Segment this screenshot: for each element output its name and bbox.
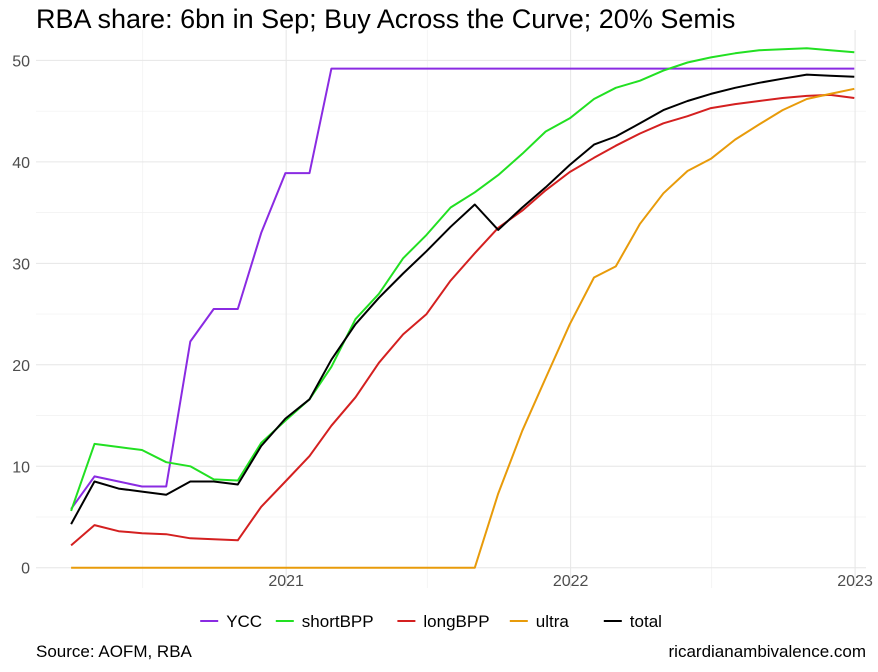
legend-label-ultra: ultra [536, 612, 570, 631]
y-axis: 0 10 20 30 40 50 [12, 53, 30, 577]
y-tick-label: 30 [12, 256, 30, 273]
y-tick-label: 0 [21, 561, 30, 578]
series-lines [70, 47, 855, 569]
y-tick-label: 20 [12, 358, 30, 375]
x-axis: 2021 2022 2023 [268, 573, 873, 590]
x-tick-label: 2022 [553, 573, 589, 590]
x-tick-label: 2023 [837, 573, 873, 590]
legend-label-shortBPP: shortBPP [302, 612, 374, 631]
y-tick-label: 40 [12, 155, 30, 172]
grid-lines [36, 30, 866, 588]
attribution-caption: ricardianambivalence.com [668, 642, 866, 661]
legend: YCC shortBPP longBPP ultra total [200, 612, 662, 631]
source-caption: Source: AOFM, RBA [36, 642, 192, 661]
series-line-total [70, 73, 855, 525]
series-line-shortBPP [70, 47, 855, 512]
legend-label-longBPP: longBPP [423, 612, 489, 631]
legend-label-YCC: YCC [226, 612, 262, 631]
legend-label-total: total [630, 612, 662, 631]
y-tick-label: 10 [12, 459, 30, 476]
y-tick-label: 50 [12, 53, 30, 70]
series-line-YCC [70, 67, 855, 510]
x-tick-label: 2021 [268, 573, 304, 590]
series-line-longBPP [70, 93, 855, 547]
series-line-ultra [71, 87, 855, 569]
chart-title: RBA share: 6bn in Sep; Buy Across the Cu… [36, 4, 736, 34]
